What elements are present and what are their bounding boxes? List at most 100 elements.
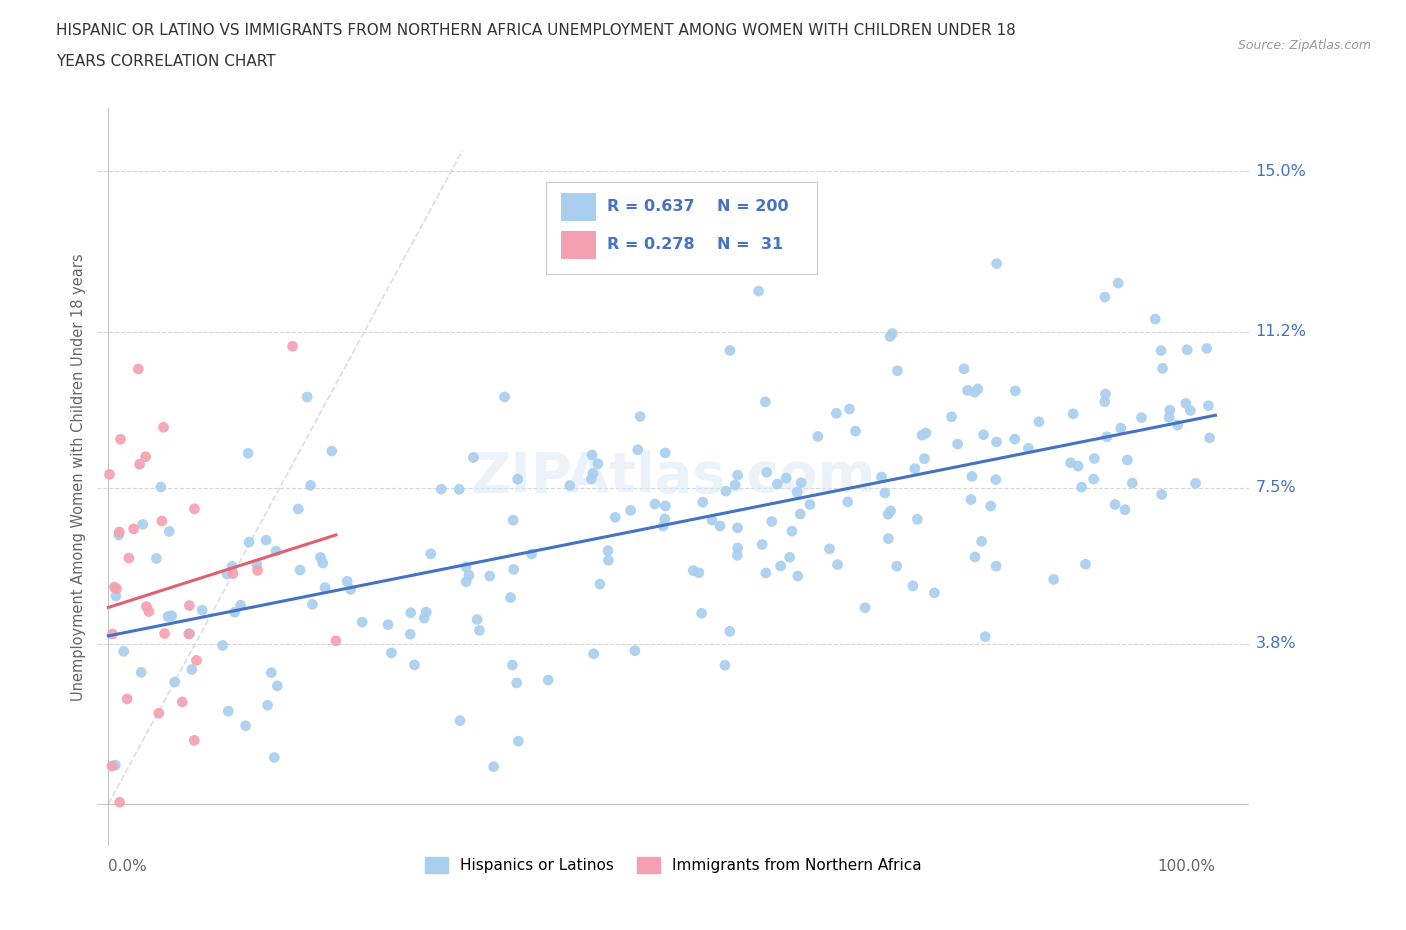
Point <box>718 624 741 639</box>
Point <box>1083 451 1105 466</box>
Point <box>506 675 529 690</box>
Point <box>108 795 131 810</box>
Point <box>718 343 741 358</box>
Point <box>321 444 343 458</box>
Point <box>236 445 259 460</box>
Point <box>973 427 995 442</box>
Point <box>904 461 927 476</box>
Point <box>755 565 778 580</box>
Point <box>419 546 441 561</box>
Point <box>339 582 361 597</box>
Point <box>377 618 399 632</box>
Point <box>1104 498 1126 512</box>
Point <box>499 591 522 605</box>
Point <box>456 575 478 590</box>
Point <box>953 362 976 377</box>
Point <box>314 580 336 595</box>
Point <box>1152 361 1174 376</box>
Point <box>970 534 993 549</box>
Point <box>714 484 737 498</box>
Point <box>1083 472 1105 486</box>
Point <box>312 555 335 570</box>
Point <box>974 630 997 644</box>
Point <box>157 609 180 624</box>
Point <box>506 472 529 486</box>
Point <box>1198 431 1220 445</box>
Point <box>818 541 841 556</box>
Point <box>399 605 422 620</box>
Point <box>458 567 481 582</box>
Point <box>1095 430 1118 445</box>
Point <box>946 436 969 451</box>
Point <box>688 565 710 580</box>
Point <box>886 559 908 574</box>
Point <box>582 646 605 661</box>
Point <box>582 466 605 481</box>
Point <box>1109 420 1132 435</box>
Point <box>98 467 121 482</box>
Point <box>1074 557 1097 572</box>
Point <box>807 429 830 444</box>
Point <box>104 589 127 604</box>
Point <box>589 577 612 591</box>
Text: 0.0%: 0.0% <box>108 858 148 873</box>
Point <box>882 326 904 341</box>
Point <box>1174 396 1197 411</box>
Point <box>1175 342 1198 357</box>
Point <box>766 476 789 491</box>
Point <box>586 457 609 472</box>
Point <box>478 568 501 583</box>
Point <box>264 544 287 559</box>
Point <box>1159 403 1181 418</box>
Point <box>1094 289 1116 304</box>
Point <box>1070 480 1092 495</box>
Point <box>725 548 748 563</box>
Point <box>288 563 311 578</box>
Point <box>984 472 1007 487</box>
Point <box>152 419 174 434</box>
Point <box>235 718 257 733</box>
Point <box>224 604 246 619</box>
Point <box>107 527 129 542</box>
Point <box>780 524 803 538</box>
Point <box>430 482 453 497</box>
Point <box>838 402 860 417</box>
FancyBboxPatch shape <box>547 181 817 274</box>
Point <box>246 563 269 578</box>
Point <box>186 653 208 668</box>
Point <box>769 559 792 574</box>
Point <box>724 477 747 492</box>
Point <box>714 658 737 672</box>
Point <box>873 485 896 500</box>
Point <box>103 579 125 594</box>
Point <box>789 507 811 522</box>
Point <box>1028 415 1050 430</box>
Point <box>1094 387 1116 402</box>
Text: 3.8%: 3.8% <box>1256 636 1296 651</box>
Point <box>299 478 322 493</box>
Point <box>853 600 876 615</box>
Point <box>1004 383 1026 398</box>
Point <box>905 512 928 526</box>
Text: ZIPAtlas.com: ZIPAtlas.com <box>471 450 876 504</box>
Point <box>101 627 124 642</box>
Point <box>825 405 848 420</box>
Point <box>179 598 201 613</box>
Point <box>135 599 157 614</box>
Point <box>295 390 318 405</box>
Point <box>963 550 986 565</box>
Point <box>281 339 304 353</box>
Point <box>150 513 173 528</box>
Point <box>1062 406 1084 421</box>
Point <box>879 329 901 344</box>
Point <box>456 560 478 575</box>
Point <box>260 665 283 680</box>
Point <box>1116 453 1139 468</box>
Point <box>482 759 505 774</box>
Point <box>101 759 124 774</box>
Point <box>463 450 485 465</box>
Point <box>700 512 723 527</box>
Point <box>112 644 135 658</box>
Point <box>222 566 245 581</box>
Point <box>879 503 901 518</box>
